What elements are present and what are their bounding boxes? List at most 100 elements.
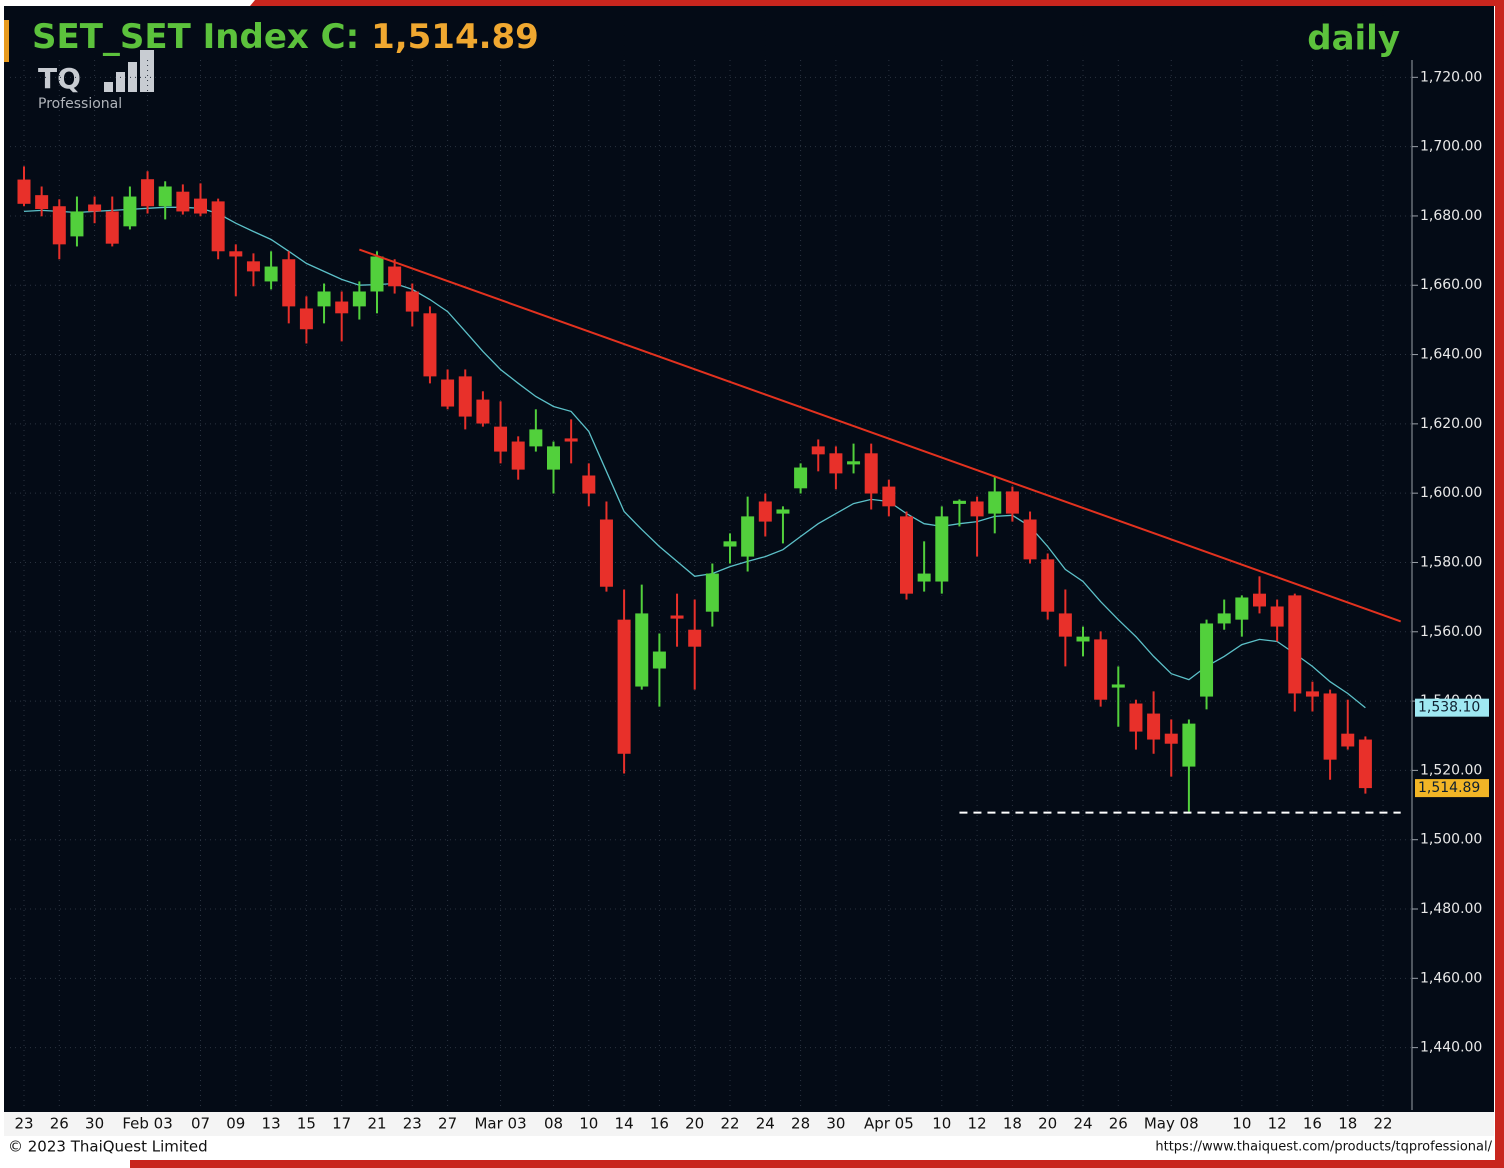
candle-body (494, 426, 508, 452)
candle-body (829, 453, 843, 474)
x-tick-label: 30 (85, 1115, 104, 1133)
candle-body (264, 266, 278, 282)
x-tick-label: 18 (1003, 1115, 1022, 1133)
candle-body (299, 308, 313, 330)
x-tick-label: 16 (1303, 1115, 1322, 1133)
candle-body (317, 291, 331, 307)
candle-body (952, 500, 966, 504)
period: daily (1307, 19, 1400, 59)
value-label-box (1415, 779, 1489, 798)
x-tick-label: 20 (685, 1115, 704, 1133)
x-tick-label: 30 (826, 1115, 845, 1133)
x-tick-label: 10 (932, 1115, 951, 1133)
y-tick-label: 1,440.00 (1420, 1040, 1482, 1056)
candle-body (582, 475, 596, 494)
candle-body (211, 201, 225, 252)
candle-body (1023, 519, 1037, 560)
candle-body (758, 501, 772, 522)
candle-body (988, 491, 1002, 514)
x-axis-strip (4, 1112, 1494, 1136)
candle-body (17, 179, 31, 204)
value-label: 1,514.89 (1418, 780, 1480, 796)
candle-body (917, 573, 931, 582)
value-label-box (1415, 698, 1489, 717)
candle-body (335, 301, 349, 314)
y-tick-label: 1,660.00 (1420, 277, 1482, 293)
candle-body (1288, 595, 1302, 694)
candle-body (388, 266, 402, 287)
moving-average (23, 206, 1366, 709)
candle-body (882, 486, 896, 507)
candle-body (405, 291, 419, 312)
x-tick-label: 15 (297, 1115, 316, 1133)
candle-body (52, 206, 66, 245)
frame-right (1495, 0, 1504, 1168)
x-tick-label: 23 (14, 1115, 33, 1133)
candle-body (564, 438, 578, 442)
y-tick-label: 1,600.00 (1420, 485, 1482, 501)
candle-body (1253, 593, 1266, 607)
x-tick-label: 18 (1338, 1115, 1357, 1133)
candle-body (776, 509, 790, 514)
x-tick-label: 17 (332, 1115, 351, 1133)
trend-line (359, 248, 1402, 623)
candle-body (511, 441, 525, 470)
candle-body (1041, 559, 1055, 612)
candle-body (194, 198, 207, 214)
candle-body (1147, 713, 1161, 740)
logo-icon (104, 50, 154, 92)
candle-body (1305, 691, 1319, 697)
logo: TQ (38, 62, 81, 95)
x-tick-label: 22 (1374, 1115, 1393, 1133)
candle-body (723, 541, 737, 547)
candle-body (282, 259, 296, 307)
x-tick-label: 14 (615, 1115, 634, 1133)
y-tick-label: 1,500.00 (1420, 832, 1482, 848)
candle-body (864, 453, 878, 494)
url: https://www.thaiquest.com/products/tqpro… (1155, 1140, 1492, 1155)
y-tick-label: 1,460.00 (1420, 970, 1482, 986)
x-tick-label: 10 (1232, 1115, 1251, 1133)
title-value: 1,514.89 (371, 17, 539, 57)
candle-body (635, 613, 649, 687)
candle-body (476, 399, 490, 424)
x-tick-label: Feb 03 (122, 1115, 172, 1133)
x-tick-label: 07 (191, 1115, 210, 1133)
candle-body (599, 519, 613, 587)
y-tick-label: 1,580.00 (1420, 554, 1482, 570)
x-tick-label: 23 (403, 1115, 422, 1133)
x-tick-label: 12 (1268, 1115, 1287, 1133)
candle-body (141, 179, 155, 207)
candle-body (423, 313, 437, 377)
y-tick-label: 1,620.00 (1420, 416, 1482, 432)
candle-body (229, 251, 243, 257)
candle-body (1164, 733, 1178, 744)
candle-body (1358, 739, 1372, 789)
candle-body (1270, 606, 1284, 627)
x-tick-label: 09 (226, 1115, 245, 1133)
candle-body (1005, 491, 1019, 514)
logo-subtitle: Professional (38, 96, 122, 112)
candle-body (123, 196, 137, 227)
candle-body (352, 291, 366, 307)
value-label: 1,538.10 (1418, 700, 1480, 716)
y-tick-label: 1,640.00 (1420, 347, 1482, 363)
candle-body (670, 615, 684, 619)
y-tick-label: 1,680.00 (1420, 208, 1482, 224)
candle-body (847, 461, 861, 465)
x-tick-label: 08 (544, 1115, 563, 1133)
candle-body (1182, 723, 1196, 767)
x-tick-label: 13 (262, 1115, 281, 1133)
x-tick-label: 28 (791, 1115, 810, 1133)
candle-body (741, 516, 755, 557)
x-tick-label: 24 (756, 1115, 775, 1133)
candle-body (900, 516, 913, 594)
candle-body (70, 211, 84, 237)
frame-top (250, 0, 1504, 6)
title-text: SET_SET Index C: (32, 17, 359, 57)
footer-strip (4, 1136, 1494, 1158)
candle-body (617, 619, 631, 754)
x-tick-label: 22 (720, 1115, 739, 1133)
x-tick-label: Apr 05 (864, 1115, 914, 1133)
candle-body (652, 651, 666, 669)
